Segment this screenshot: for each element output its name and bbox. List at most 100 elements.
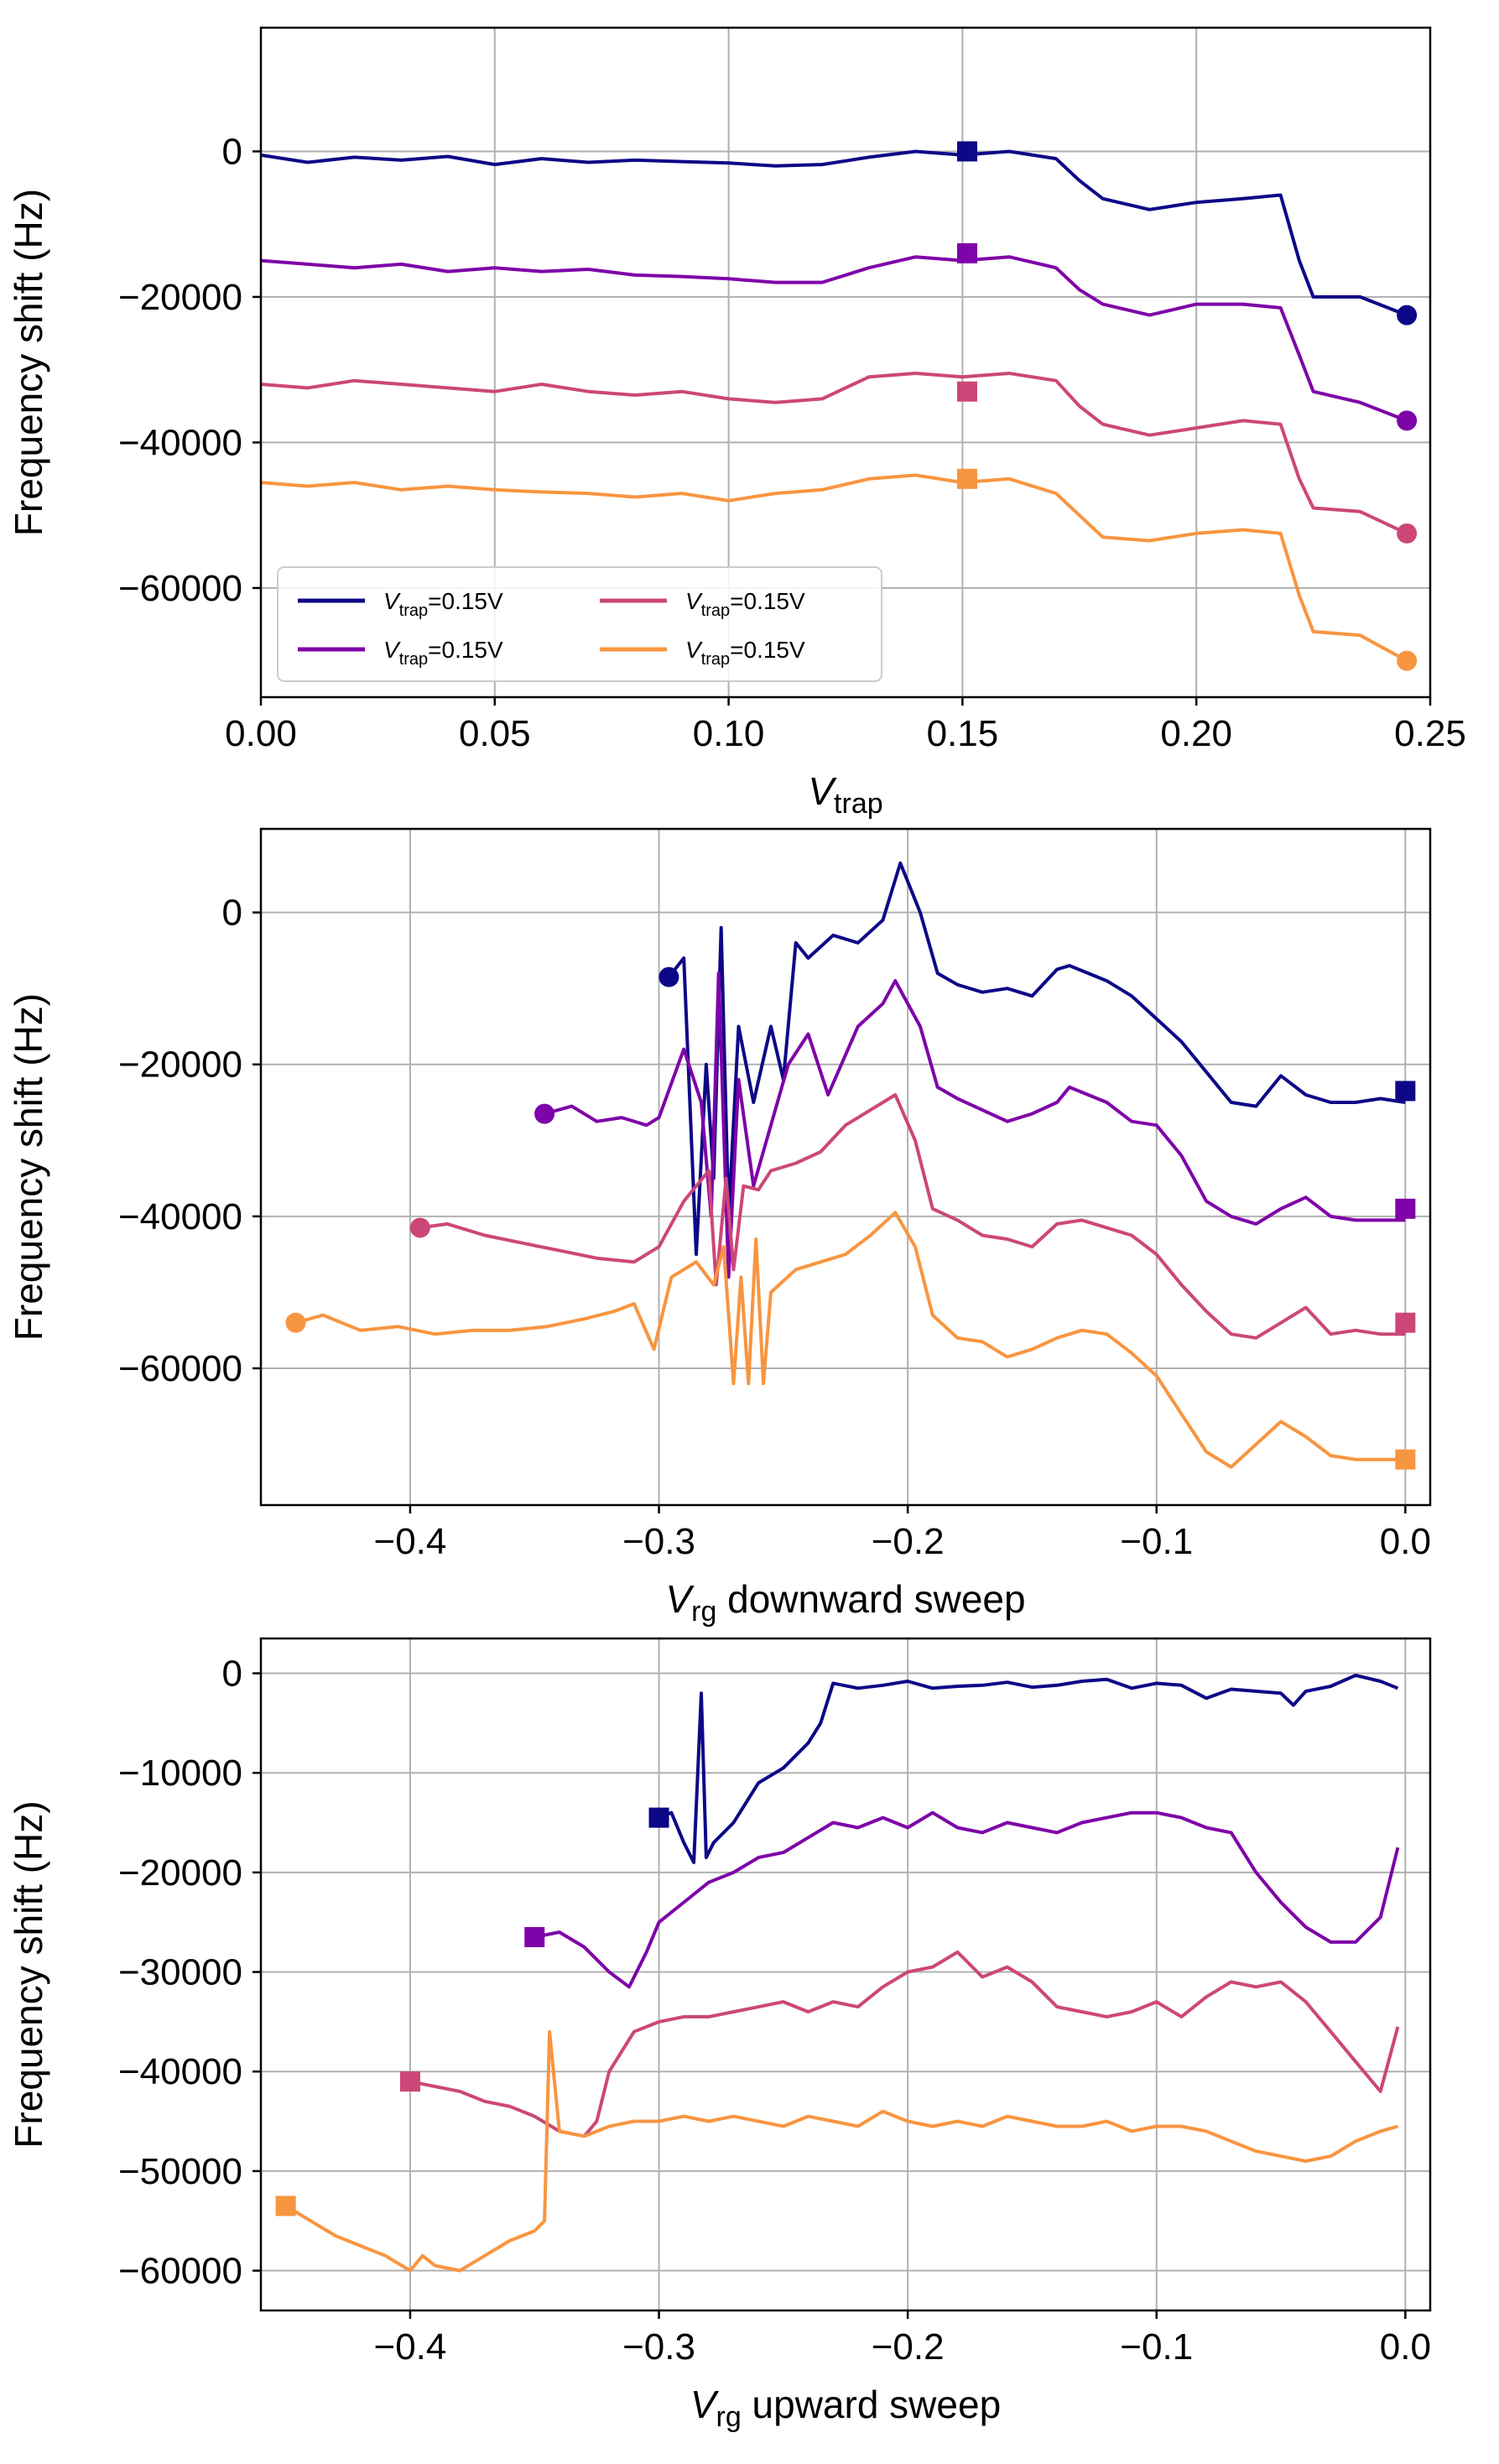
plot-area (261, 149, 1408, 663)
legend-label-2-rest: =0.15V (428, 637, 503, 663)
y-axis-label: Frequency shift (Hz) (7, 993, 50, 1341)
legend-label-4-sub: trap (701, 650, 730, 669)
y-tick-label: −50000 (118, 2151, 242, 2192)
legend: Vtrap=0.15VVtrap=0.15VVtrap=0.15VVtrap=0… (277, 566, 882, 682)
y-tick-label: −20000 (118, 277, 242, 318)
x-tick-label: 0.05 (459, 713, 531, 754)
series-start-marker-4 (956, 468, 977, 489)
legend-label-1-sub: trap (399, 602, 428, 620)
series-line-1 (667, 861, 1406, 1257)
y-tick-label: −20000 (118, 1044, 242, 1086)
legend-label-3: Vtrap=0.15V (685, 588, 805, 620)
x-axis-label-sub: trap (834, 788, 883, 820)
plot-area (284, 1673, 1400, 2273)
x-axis-label: Vtrap (808, 769, 882, 820)
y-tick-label: −60000 (118, 568, 242, 609)
x-tick-label: −0.4 (374, 2326, 447, 2368)
y-tick-label: 0 (222, 131, 242, 172)
series-start-marker-1 (648, 1807, 669, 1828)
x-tick-label: 0.0 (1380, 2326, 1431, 2368)
axes-frame (259, 26, 1432, 699)
x-tick-label: 0.00 (225, 713, 297, 754)
legend-label-4-rest: =0.15V (730, 637, 805, 663)
y-tick-label: −20000 (118, 1852, 242, 1894)
legend-label-1-main: V (383, 588, 401, 614)
legend-label-2-sub: trap (399, 650, 428, 669)
series-start-marker-4 (285, 1312, 306, 1333)
series-line-2 (533, 1810, 1400, 1989)
y-axis-label: Frequency shift (Hz) (7, 189, 50, 536)
chart-panel-middle: −0.4 −0.3 −0.2 −0.1 0.0 0 −20000 −40000 −60000 Fr… (7, 827, 1432, 1628)
x-tick-label: 0.25 (1394, 713, 1466, 754)
x-axis-label-main: V (665, 1577, 695, 1621)
series-end-marker-1 (1397, 305, 1418, 326)
x-tick-label: −0.1 (1120, 2326, 1193, 2368)
legend-label-3-sub: trap (701, 602, 730, 620)
x-axis-label-main: V (808, 769, 837, 813)
legend-label-2-main: V (383, 637, 401, 663)
chart-panel-bottom: −0.4 −0.3 −0.2 −0.1 0.0 0 −10000 −20000 −30000 −4… (7, 1637, 1432, 2433)
series-start-marker-2 (534, 1103, 555, 1124)
x-tick-label: −0.3 (622, 2326, 695, 2368)
series-start-marker-3 (409, 1217, 430, 1238)
series-line-4 (294, 1211, 1406, 1469)
series-start-marker-1 (658, 966, 679, 987)
series-end-marker-3 (1395, 1312, 1416, 1333)
series-line-4 (261, 473, 1408, 663)
legend-label-1: Vtrap=0.15V (383, 588, 503, 620)
x-axis-label-sub: rg (691, 1596, 716, 1628)
y-tick-label: −60000 (118, 1348, 242, 1389)
x-tick-label: −0.4 (374, 1521, 447, 1562)
series-line-3 (261, 372, 1408, 535)
legend-label-3-rest: =0.15V (730, 588, 805, 614)
series-end-marker-2 (1395, 1198, 1416, 1219)
x-tick-label: −0.2 (872, 2326, 945, 2368)
legend-label-1-rest: =0.15V (428, 588, 503, 614)
y-axis-label: Frequency shift (Hz) (7, 1800, 50, 2148)
y-tick-label: −30000 (118, 1952, 242, 1993)
x-tick-label: −0.3 (622, 1521, 695, 1562)
series-line-1 (261, 149, 1408, 317)
y-tick-label: −10000 (118, 1753, 242, 1794)
series-end-marker-4 (1397, 650, 1418, 671)
x-tick-label: 0.20 (1160, 713, 1232, 754)
x-axis-label-rest: upward sweep (742, 2383, 1001, 2426)
series-end-marker-4 (1395, 1449, 1416, 1470)
y-tick-label: −40000 (118, 1196, 242, 1237)
y-tick-label: 0 (222, 893, 242, 934)
x-axis-label: Vrg downward sweep (665, 1577, 1025, 1628)
y-tick-label: −60000 (118, 2251, 242, 2292)
legend-label-2: Vtrap=0.15V (383, 637, 503, 669)
y-tick-label: −40000 (118, 422, 242, 463)
series-end-marker-2 (1397, 410, 1418, 431)
x-tick-label: −0.1 (1120, 1521, 1193, 1562)
axes-frame (259, 827, 1432, 1507)
series-end-marker-3 (1397, 523, 1418, 544)
x-tick-label: 0.0 (1380, 1521, 1431, 1562)
series-start-marker-2 (956, 242, 977, 263)
series-line-3 (419, 1093, 1406, 1340)
x-tick-label: 0.10 (693, 713, 765, 754)
x-tick-label: −0.2 (872, 1521, 945, 1562)
series-line-2 (544, 972, 1406, 1279)
x-axis-label-rest: downward sweep (716, 1577, 1025, 1621)
series-start-marker-2 (524, 1927, 545, 1947)
legend-label-4-main: V (685, 637, 703, 663)
x-tick-label: 0.15 (927, 713, 999, 754)
plot-area (294, 861, 1406, 1469)
series-start-marker-3 (399, 2071, 420, 2092)
series-start-marker-1 (956, 141, 977, 162)
series-end-marker-1 (1395, 1081, 1416, 1102)
axes-frame (259, 1637, 1432, 2312)
series-start-marker-3 (956, 381, 977, 402)
legend-label-3-main: V (685, 588, 703, 614)
series-line-1 (658, 1673, 1399, 1864)
series-start-marker-4 (275, 2196, 296, 2217)
y-tick-label: 0 (222, 1654, 242, 1695)
chart-panel-top: 0.00 0.05 0.10 0.15 0.20 0.25 0 −20000 −40000 −60… (7, 26, 1466, 820)
legend-label-4: Vtrap=0.15V (685, 637, 805, 669)
x-axis-label-sub: rg (716, 2401, 742, 2433)
x-axis-label-main: V (690, 2383, 720, 2426)
